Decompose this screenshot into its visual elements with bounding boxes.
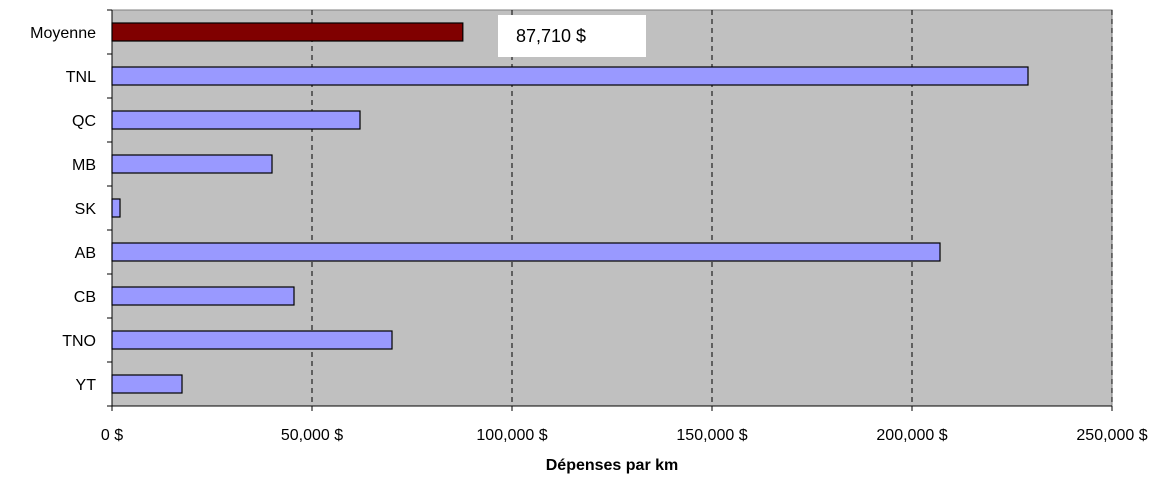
- x-tick-label: 200,000 $: [876, 427, 947, 444]
- axes: [107, 9, 1113, 411]
- category-labels: Moyenne TNL QC MB SK AB CB TNO YT: [30, 25, 96, 394]
- bar-qc: [111, 110, 361, 130]
- bar-moyenne: [111, 22, 464, 42]
- annotations: 87,710 $: [498, 15, 646, 57]
- category-label: SK: [75, 201, 97, 218]
- bar-sk: [111, 198, 121, 218]
- bar-tno: [111, 330, 393, 350]
- x-axis-title: Dépenses par km: [546, 457, 679, 474]
- category-label: CB: [74, 289, 96, 306]
- x-tick-label: 250,000 $: [1076, 427, 1147, 444]
- category-label: TNL: [66, 69, 96, 86]
- bar-yt: [111, 374, 183, 394]
- bar-mb: [111, 154, 273, 174]
- bar-ab: [111, 242, 941, 262]
- bar-cb: [111, 286, 295, 306]
- data-label: 87,710 $: [516, 26, 586, 46]
- category-label: QC: [72, 113, 96, 130]
- category-label: YT: [76, 377, 97, 394]
- x-tick-labels: 0 $ 50,000 $ 100,000 $ 150,000 $ 200,000 $ 25…: [101, 427, 1148, 444]
- category-label: Moyenne: [30, 25, 96, 42]
- category-label: AB: [75, 245, 96, 262]
- x-tick-label: 150,000 $: [676, 427, 747, 444]
- x-tick-label: 0 $: [101, 427, 123, 444]
- x-tick-label: 50,000 $: [281, 427, 343, 444]
- category-label: MB: [72, 157, 96, 174]
- category-label: TNO: [62, 333, 96, 350]
- data-label-box: [498, 15, 646, 57]
- x-tick-label: 100,000 $: [476, 427, 547, 444]
- bar-tnl: [111, 66, 1029, 86]
